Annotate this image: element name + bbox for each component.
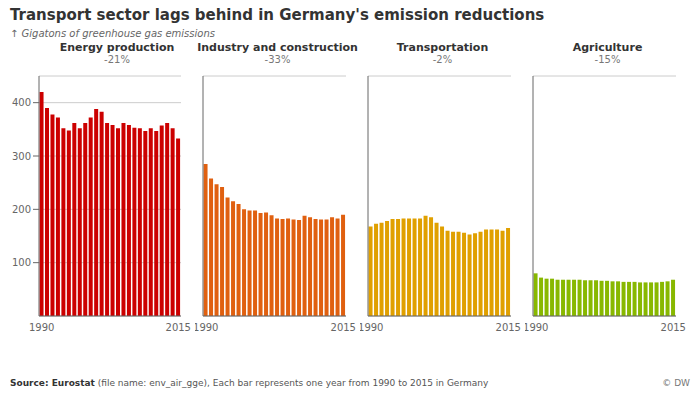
html-text:-33%: -33% <box>264 54 291 65</box>
html-text:Industry and construction: Industry and construction <box>197 41 358 54</box>
svg-text:2015: 2015 <box>496 322 521 333</box>
svg-text:1990: 1990 <box>525 322 548 333</box>
svg-text:2015: 2015 <box>331 322 356 333</box>
html-text:-21%: -21% <box>104 54 130 65</box>
svg-text:2015: 2015 <box>166 322 191 333</box>
html-text:-15%: -15% <box>594 54 621 65</box>
svg-text:1990: 1990 <box>360 322 383 333</box>
svg-text:200: 200 <box>12 204 31 215</box>
html-text:© DW: © DW <box>662 378 690 388</box>
html-text:Source: Eurostat (file name: e: Source: Eurostat (file name: env_air_gge… <box>10 378 489 388</box>
svg-text:300: 300 <box>12 151 31 162</box>
html-text:Transportation: Transportation <box>396 41 489 54</box>
html-text:Transport sector lags behind i: Transport sector lags behind in Germany'… <box>10 6 545 24</box>
svg-text:100: 100 <box>12 257 31 268</box>
svg-text:1990: 1990 <box>195 322 218 333</box>
html-text:Agriculture: Agriculture <box>572 41 643 54</box>
html-text:↑ Gigatons of greenhouse gas e: ↑ Gigatons of greenhouse gas emissions <box>10 28 215 39</box>
svg-text:400: 400 <box>12 97 31 108</box>
html-text:-2%: -2% <box>432 54 453 65</box>
svg-text:1990: 1990 <box>29 322 54 333</box>
svg-text:2015: 2015 <box>661 322 686 333</box>
html-text:Energy production: Energy production <box>59 41 175 54</box>
